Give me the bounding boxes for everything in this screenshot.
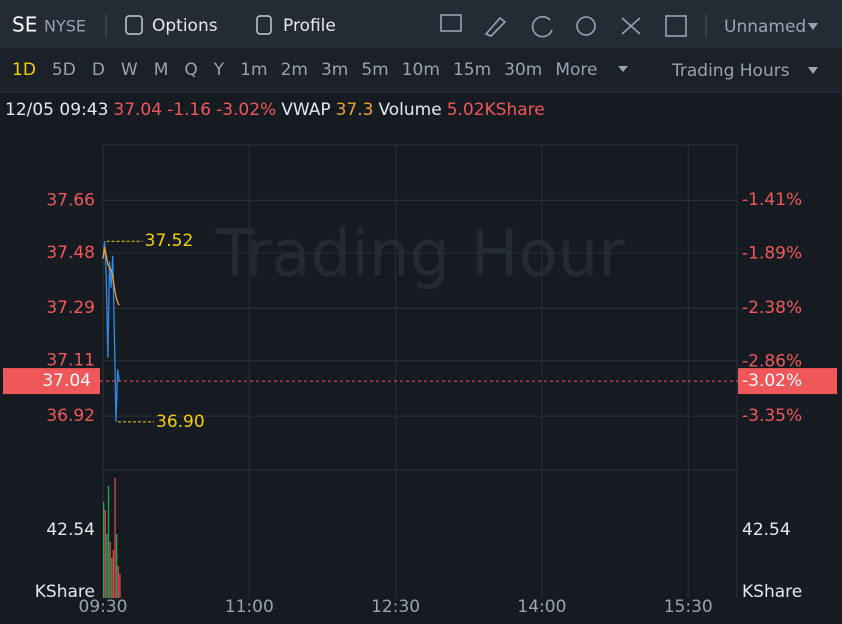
tab[interactable]: W bbox=[121, 60, 138, 80]
layout-name[interactable]: Unnamed bbox=[724, 17, 806, 37]
info-volume: 5.02KShare bbox=[447, 100, 545, 120]
volume-bar bbox=[109, 542, 111, 598]
x-tick-label: 11:00 bbox=[225, 597, 274, 617]
tab[interactable]: 1D bbox=[12, 60, 36, 80]
dropdown bbox=[618, 66, 628, 72]
tab[interactable]: 3m bbox=[321, 60, 348, 80]
session[interactable]: Trading Hours bbox=[671, 61, 790, 81]
tab[interactable]: More bbox=[555, 60, 597, 80]
volume-bar bbox=[114, 478, 116, 598]
x-tick-label: 14:00 bbox=[517, 597, 566, 617]
series-line bbox=[102, 246, 120, 306]
profile[interactable]: Profile bbox=[283, 16, 336, 36]
options-icon[interactable] bbox=[125, 15, 143, 35]
volume-unit: KShare bbox=[742, 582, 802, 602]
y-tick-label: 36.92 bbox=[46, 406, 95, 426]
info-change: -1.16 bbox=[167, 100, 211, 120]
volume-unit: KShare bbox=[35, 582, 95, 602]
dropdown bbox=[808, 67, 818, 74]
x-tick-label: 15:30 bbox=[664, 597, 713, 617]
y2-tick-label: -2.38% bbox=[742, 298, 802, 318]
symbol[interactable]: SE bbox=[12, 13, 37, 37]
y2-tick-label: -3.35% bbox=[742, 406, 802, 426]
y2-tick-label: -2.86% bbox=[742, 351, 802, 371]
exchange: NYSE bbox=[44, 17, 86, 36]
info-time: 12/05 09:43 bbox=[5, 100, 108, 120]
icon-fullscreen[interactable] bbox=[621, 17, 641, 35]
plot: 09:30 11:00 12:30 14:00 15:30 37.66 37.48 37.29… bbox=[3, 144, 837, 617]
volume-bar bbox=[107, 486, 110, 598]
tab[interactable]: 5m bbox=[361, 60, 388, 80]
tab[interactable]: 5D bbox=[52, 60, 76, 80]
price-badge-label: -3.02% bbox=[742, 371, 802, 391]
info-price: 37.04 bbox=[113, 100, 162, 120]
watermark: Trading Hour bbox=[214, 218, 625, 292]
tab[interactable]: 1m bbox=[240, 60, 267, 80]
info-vwap-label: VWAP bbox=[281, 100, 330, 120]
volume-bar bbox=[106, 534, 108, 598]
tab-bar bbox=[0, 48, 842, 92]
annotation: 36.90 bbox=[156, 412, 205, 432]
volume-bar bbox=[119, 574, 121, 598]
series-line bbox=[102, 241, 120, 422]
volume-bar bbox=[112, 550, 115, 598]
volume-tick-label: 42.54 bbox=[742, 520, 791, 540]
dropdown bbox=[808, 23, 818, 30]
options[interactable]: Options bbox=[152, 16, 218, 36]
volume-bar bbox=[103, 502, 105, 598]
top-bar bbox=[0, 0, 842, 48]
tab[interactable]: D bbox=[92, 60, 105, 80]
tab[interactable]: 2m bbox=[281, 60, 308, 80]
info-vwap: 37.3 bbox=[336, 100, 374, 120]
chart-bg bbox=[0, 92, 842, 620]
toolbar-icons bbox=[440, 14, 687, 38]
info-change-pct: -3.02% bbox=[216, 100, 276, 120]
tab[interactable]: 15m bbox=[453, 60, 491, 80]
tab[interactable]: 10m bbox=[402, 60, 440, 80]
volume-bar bbox=[117, 566, 119, 598]
volume-bar bbox=[116, 534, 118, 598]
y2-tick-label: -1.89% bbox=[742, 243, 802, 263]
y2-tick-label: -1.41% bbox=[742, 190, 802, 210]
y-tick-label: 37.48 bbox=[46, 243, 95, 263]
info-row: 12/05 09:43 37.04 -1.16 -3.02% VWAP 37.3… bbox=[5, 100, 545, 120]
volume-bar bbox=[111, 558, 113, 598]
y-tick-label: 37.66 bbox=[46, 190, 95, 210]
price-badge-label: 37.04 bbox=[42, 371, 91, 391]
profile-icon[interactable] bbox=[256, 15, 272, 35]
info-volume-label: Volume bbox=[378, 100, 441, 120]
icon-draw[interactable] bbox=[484, 16, 507, 37]
price-badge bbox=[738, 368, 837, 395]
x-tick-label: 09:30 bbox=[79, 597, 128, 617]
x-tick-label: 12:30 bbox=[371, 597, 420, 617]
volume-bar bbox=[104, 510, 106, 598]
icon-settings[interactable] bbox=[576, 16, 596, 36]
y-tick-label: 37.11 bbox=[46, 351, 95, 371]
tab[interactable]: Y bbox=[213, 60, 225, 80]
price-badge bbox=[3, 368, 100, 395]
icon-indicator[interactable] bbox=[440, 14, 462, 32]
tab[interactable]: M bbox=[154, 60, 169, 80]
annotation: 37.52 bbox=[145, 231, 194, 251]
icon-layout[interactable] bbox=[665, 15, 687, 37]
tab[interactable]: Q bbox=[184, 60, 197, 80]
tabs: 1D 5D D W M Q Y 1m 2m 3m 5m 10m 15m 30m More bbox=[12, 60, 598, 80]
volume-tick-label: 42.54 bbox=[46, 520, 95, 540]
y-tick-label: 37.29 bbox=[46, 298, 95, 318]
icon-refresh[interactable] bbox=[531, 15, 553, 38]
tab[interactable]: 30m bbox=[504, 60, 542, 80]
